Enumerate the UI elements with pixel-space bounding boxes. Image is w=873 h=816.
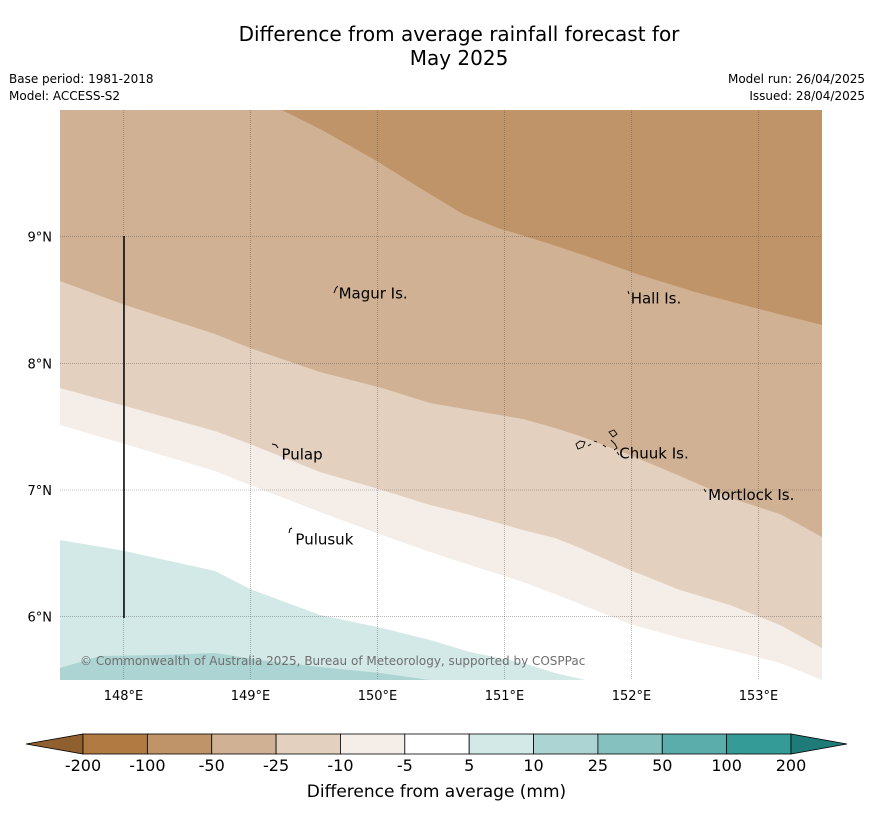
- colorbar-tick-label: 5: [464, 756, 474, 775]
- colorbar-tick-label: 10: [523, 756, 543, 775]
- longitude-tick-label: 150°E: [358, 689, 398, 704]
- colorbar-box: [146, 733, 213, 755]
- meta-right: Model run: 26/04/2025 Issued: 28/04/2025: [728, 71, 865, 105]
- island-outlines: [271, 285, 707, 534]
- colorbar-label: Difference from average (mm): [306, 782, 567, 802]
- pulap-island-shape: [271, 443, 279, 449]
- model-name: Model: ACCESS-S2: [9, 89, 121, 103]
- latitude-tick-label: 7°N: [28, 484, 53, 499]
- latitude-tick-label: 8°N: [28, 357, 53, 372]
- colorbar-tick-label: -50: [199, 756, 225, 775]
- latitude-tick-label: 9°N: [28, 231, 53, 246]
- colorbar-tick-label: 50: [652, 756, 672, 775]
- latitude-tick-labels: 6°N 7°N 8°N 9°N: [28, 231, 53, 626]
- hall-island-shape: [627, 290, 630, 295]
- colorbar-tick-label: 25: [588, 756, 608, 775]
- place-label: Mortlock Is.: [708, 486, 794, 504]
- longitude-tick-label: 149°E: [231, 689, 271, 704]
- mortlock-island-shape: [703, 488, 707, 493]
- colorbar-tick-label: -5: [397, 756, 413, 775]
- colorbar-tick-label: 200: [776, 756, 807, 775]
- place-label: Chuuk Is.: [619, 444, 688, 462]
- colorbar-tick-label: -25: [263, 756, 289, 775]
- title-line-1: Difference from average rainfall forecas…: [238, 22, 680, 46]
- colorbar-box: [211, 733, 277, 755]
- colorbar-box: [533, 733, 599, 755]
- place-label: Pulap: [281, 446, 322, 464]
- rainfall-zones: [60, 110, 822, 680]
- colorbar-tick-labels: -200 -100 -50 -25 -10 -5 5 10 25 50 100 200: [65, 756, 806, 775]
- longitude-tick-label: 153°E: [739, 689, 779, 704]
- model-run: Model run: 26/04/2025: [727, 72, 865, 86]
- longitude-tick-label: 152°E: [612, 689, 652, 704]
- colorbar-box: [726, 733, 792, 755]
- longitude-tick-label: 151°E: [485, 689, 525, 704]
- colorbar-extend-low: [25, 733, 84, 755]
- latitude-tick-label: 6°N: [28, 611, 53, 626]
- place-labels: Magur Is. Hall Is. Pulap Chuuk Is. Mortlock …: [281, 285, 794, 549]
- colorbar-boxes: [25, 733, 848, 755]
- longitude-tick-labels: 148°E 149°E 150°E 151°E 152°E 153°E: [104, 689, 779, 704]
- zone-5-to-10: [60, 540, 585, 680]
- place-label: Hall Is.: [631, 290, 682, 308]
- colorbar-tick-label: -10: [327, 756, 353, 775]
- colorbar-box: [404, 733, 470, 755]
- colorbar-tick-label: 100: [711, 756, 742, 775]
- colorbar-box: [661, 733, 728, 755]
- place-label: Magur Is.: [339, 285, 408, 303]
- base-period: Base period: 1981-2018: [9, 72, 154, 86]
- chart-title: Difference from average rainfall forecas…: [0, 22, 873, 70]
- colorbar-tick-label: -100: [129, 756, 165, 775]
- zone-10-to-25: [60, 653, 430, 680]
- pulusuk-island-shape: [288, 527, 293, 534]
- magur-island-shape: [333, 285, 339, 294]
- colorbar-box: [597, 733, 663, 755]
- colorbar-tick-label: -200: [65, 756, 101, 775]
- issued-date: Issued: 28/04/2025: [749, 89, 865, 103]
- chuuk-lagoon-shape: [575, 429, 620, 456]
- zone-lt-minus-100: [282, 110, 822, 325]
- title-line-2: May 2025: [409, 46, 509, 70]
- forecast-map: Magur Is. Hall Is. Pulap Chuuk Is. Mortlock …: [28, 110, 822, 704]
- colorbar-extend-high: [790, 733, 848, 755]
- colorbar-box: [468, 733, 534, 755]
- colorbar-box: [82, 733, 148, 755]
- colorbar-box: [340, 733, 406, 755]
- meta-left: Base period: 1981-2018 Model: ACCESS-S2: [9, 71, 154, 105]
- longitude-tick-label: 148°E: [104, 689, 144, 704]
- place-label: Pulusuk: [295, 530, 353, 548]
- copyright-note: © Commonwealth of Australia 2025, Bureau…: [80, 654, 585, 668]
- colorbar-box: [275, 733, 341, 755]
